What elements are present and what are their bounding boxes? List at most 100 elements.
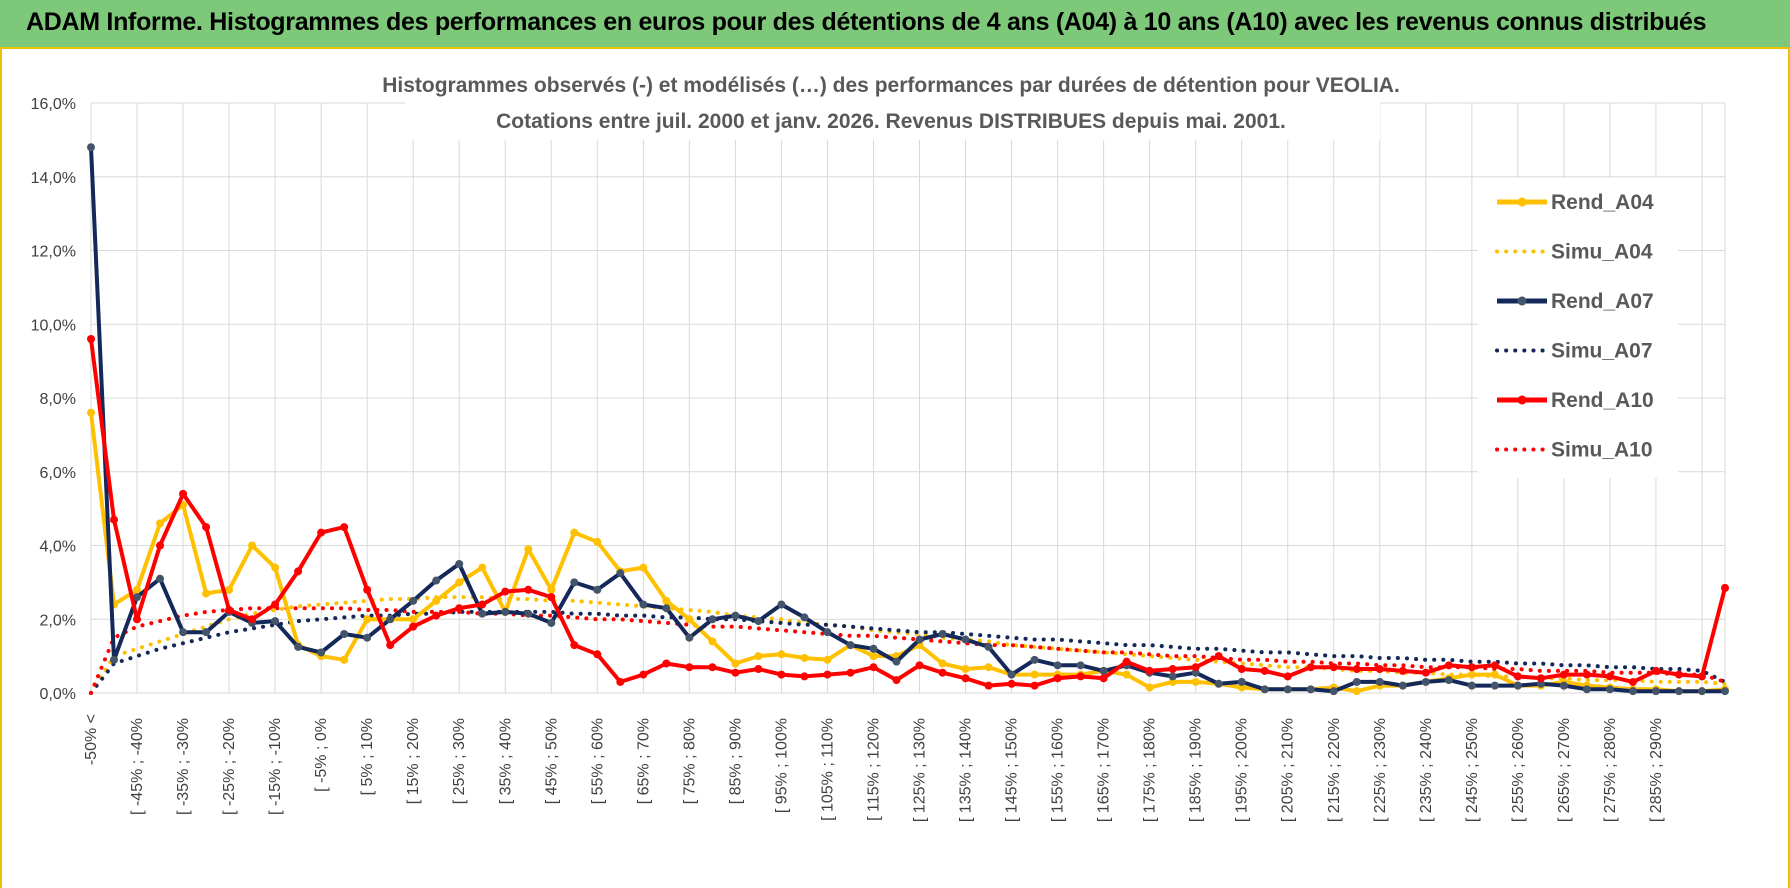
- legend-item: Simu_A10: [1495, 439, 1653, 462]
- data-point: [110, 515, 119, 524]
- data-point: [409, 622, 418, 631]
- data-point: [892, 657, 901, 666]
- x-tick-label: [ -35% ; -30%: [175, 718, 192, 815]
- x-tick-label: [ 115% ; 120%: [865, 718, 882, 821]
- data-point: [340, 630, 349, 638]
- data-point: [639, 600, 648, 609]
- data-point: [1122, 670, 1131, 679]
- data-point: [1398, 666, 1407, 675]
- data-point: [1099, 666, 1108, 675]
- data-point: [294, 567, 303, 576]
- data-point: [1605, 672, 1614, 681]
- legend-label: Rend_A10: [1551, 389, 1654, 412]
- data-point: [179, 489, 188, 498]
- x-tick-label: [ 125% ; 130%: [912, 718, 929, 822]
- data-point: [708, 637, 717, 646]
- y-tick-label: 4,0%: [40, 539, 76, 556]
- data-point: [1237, 677, 1246, 686]
- data-point: [869, 652, 878, 661]
- data-point: [1375, 665, 1384, 674]
- chart-panel: [0, 49, 1790, 888]
- data-point: [823, 655, 832, 664]
- data-point: [1467, 681, 1476, 690]
- x-tick-label: [ 205% ; 210%: [1280, 718, 1297, 822]
- data-point: [386, 615, 395, 624]
- data-point: [271, 600, 280, 609]
- data-point: [685, 663, 694, 672]
- data-point: [432, 611, 441, 620]
- data-point: [662, 659, 671, 668]
- data-point: [1721, 687, 1729, 696]
- series-layer: [87, 143, 1729, 696]
- data-point: [1651, 666, 1660, 675]
- data-point: [225, 606, 234, 615]
- series-simu-a04: [89, 595, 1727, 695]
- data-point: [225, 585, 234, 594]
- data-point: [1582, 685, 1591, 694]
- data-point: [1145, 683, 1154, 692]
- data-point: [202, 628, 211, 637]
- data-point: [1674, 687, 1683, 696]
- data-point: [1030, 655, 1039, 664]
- data-point: [1007, 670, 1016, 679]
- data-point: [478, 563, 487, 572]
- data-point: [1145, 666, 1154, 675]
- data-point: [984, 681, 993, 690]
- page-title: ADAM Informe. Histogrammes des performan…: [26, 8, 1707, 36]
- data-point: [777, 600, 786, 609]
- data-point: [1651, 687, 1660, 696]
- legend-item: Rend_A10: [1497, 389, 1654, 412]
- y-tick-label: 8,0%: [40, 391, 76, 408]
- data-point: [524, 545, 533, 554]
- data-point: [363, 585, 372, 594]
- x-tick-label: [ 265% ; 270%: [1556, 718, 1573, 822]
- data-point: [662, 604, 671, 613]
- data-point: [1030, 670, 1039, 679]
- data-point: [1467, 663, 1476, 672]
- data-point: [639, 563, 648, 572]
- data-point: [1490, 681, 1499, 690]
- data-point: [432, 596, 441, 605]
- data-point: [1444, 661, 1453, 670]
- y-axis: 0,0% 2,0% 4,0% 6,0% 8,0% 10,0% 12,0% 14,0% 16,0%: [31, 96, 76, 703]
- data-point: [570, 641, 579, 650]
- data-point: [1490, 670, 1499, 679]
- data-point: [984, 663, 993, 672]
- data-point: [1352, 677, 1361, 686]
- data-point: [271, 617, 280, 626]
- x-tick-label: [ 285% ; 290%: [1648, 718, 1665, 822]
- x-tick-label: [ 155% ; 160%: [1050, 718, 1067, 822]
- data-point: [662, 596, 671, 605]
- data-point: [708, 615, 717, 624]
- legend-label: Rend_A04: [1551, 191, 1654, 214]
- data-point: [478, 600, 487, 609]
- data-point: [455, 604, 464, 613]
- data-point: [317, 528, 326, 537]
- data-point: [501, 587, 510, 596]
- data-point: [133, 593, 142, 602]
- x-tick-label: [ 5% ; 10%: [359, 718, 376, 795]
- data-point: [156, 519, 165, 528]
- data-point: [432, 576, 441, 585]
- data-point: [1214, 679, 1223, 688]
- data-point: [823, 628, 832, 637]
- x-tick-label: [ 45% ; 50%: [543, 718, 560, 804]
- data-point: [202, 523, 211, 532]
- y-tick-label: 16,0%: [31, 96, 76, 113]
- data-point: [547, 585, 556, 594]
- x-tick-label: [ 235% ; 240%: [1418, 718, 1435, 822]
- data-point: [1191, 677, 1200, 686]
- data-point: [202, 589, 211, 598]
- header-banner: ADAM Informe. Histogrammes des performan…: [0, 0, 1790, 49]
- data-point: [1260, 666, 1269, 675]
- data-point: [547, 618, 556, 627]
- data-point: [1605, 685, 1614, 694]
- data-point: [1007, 679, 1016, 688]
- x-tick-label: [ 275% ; 280%: [1602, 718, 1619, 822]
- x-tick-label: [ 215% ; 220%: [1326, 718, 1343, 822]
- data-point: [1444, 676, 1453, 685]
- x-tick-label: [ 225% ; 230%: [1372, 718, 1389, 822]
- data-point: [1122, 657, 1131, 666]
- data-point: [915, 661, 924, 670]
